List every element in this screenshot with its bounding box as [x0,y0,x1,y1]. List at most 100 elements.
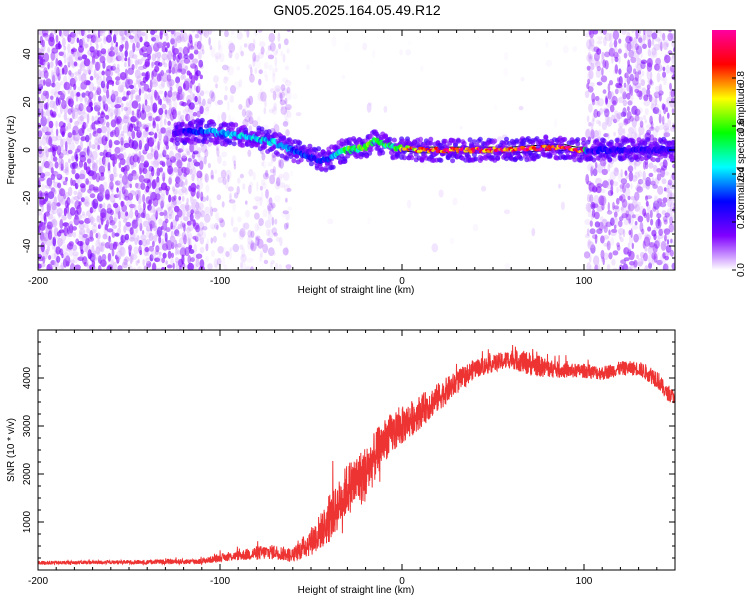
spectrogram-cell [129,227,134,235]
spectrogram-cell [89,46,95,53]
spectrogram-cell [53,189,57,195]
spectrogram-cell [101,95,107,105]
spectrogram-cell [157,57,161,62]
spectrogram-cell [175,226,179,231]
snr-x-tick-label: -100 [210,576,230,587]
spectrogram-cell [109,181,114,190]
spectrogram-cell [268,108,275,114]
spectrogram-cell [194,106,201,112]
spectrogram-cell [79,151,86,158]
spectrogram-cell [669,189,673,199]
spectrogram-cell [90,154,94,164]
spectrogram-cell [70,105,74,113]
spectrogram-cell [124,57,128,62]
spectrogram-cell [153,209,159,218]
spectrogram-cell [110,111,113,120]
spectrogram-cell [41,39,45,48]
spectrogram-cell [665,245,672,253]
spectrogram-cell [247,235,252,245]
spectrogram-cell [133,173,140,180]
spectrogram-cell [663,228,671,235]
spectrogram-cell [109,174,113,179]
spectrogram-cell [658,83,663,94]
spectrogram-cell [259,196,263,207]
spectrogram-cell [641,87,647,95]
spectrogram-cell [627,59,630,67]
spectrogram-cell [100,172,105,177]
spectrogram-cell [193,49,199,55]
spectrogram-cell [111,153,119,160]
spectrogram-cell [144,130,150,136]
spectrogram-cell [295,112,302,117]
spectrogram-cell [44,191,49,196]
spectrogram-cell [181,195,185,202]
spectrogram-cell [667,32,673,42]
spectrogram-cell [42,255,46,264]
spectrogram-cell [156,226,163,237]
spectrogram-cell [628,161,636,166]
spectrogram-cell [120,52,125,63]
spectrogram-cell [111,89,115,100]
spectrogram-cell [647,48,652,57]
spectrogram-cell [591,92,596,103]
spectrogram-cell [239,173,244,179]
spectrogram-cell [85,244,91,255]
spectrogram-cell [257,238,264,249]
spectrogram-cell [631,175,638,182]
spectrogram-cell [626,266,632,270]
spectrogram-cell [136,193,139,201]
spectrogram-cell [607,163,611,172]
spectrogram-cell [105,151,112,158]
spectrogram-cell [134,189,141,200]
spectrogram-cell [124,30,127,36]
spectrogram-cell [254,223,260,232]
spectrogram-cell [606,210,613,215]
spectrogram-cell [183,234,187,245]
spectrogram-cell [113,217,117,224]
spectrogram-cell [67,34,72,43]
ridge-halo-cell [308,161,314,167]
spectrogram-cell [217,246,224,254]
spectrogram-cell [141,46,147,53]
spectrogram-cell [230,216,234,227]
spectrogram-cell [273,232,278,237]
spectrogram-cell [121,204,128,212]
spectrogram-cell [626,92,631,100]
spectrogram-cell [634,159,641,167]
colorbar-tick-label: 0.0 [736,263,747,277]
spectrogram-cell [279,92,283,102]
spectrogram-cell [97,30,101,39]
spectrogram-cell [78,220,84,225]
spectrogram-cell [99,188,106,195]
spectrogram-cell [116,209,121,216]
spectrogram-cell [149,220,155,229]
spectrogram-cell [171,252,174,258]
spectrogram-cell [279,99,286,106]
spectrogram-cell [216,257,222,266]
spectrogram-cell [160,127,166,134]
spectrogram-cell [270,260,275,265]
spectrogram-cell [656,237,661,248]
spectrogram-cell [63,30,70,37]
spectrogram-cell [653,200,660,210]
spectrogram-cell [618,220,623,228]
spectrogram-cell [173,30,176,36]
spectrogram-cell [38,30,44,36]
spectrogram-cell [250,66,253,76]
spectrogram-cell [96,215,100,223]
spectrogram-cell [654,103,659,110]
spectrogram-cell [202,264,206,270]
spectrogram-cell [65,141,68,152]
spectrogram-cell [48,136,53,147]
ridge-halo-cell [455,138,461,144]
spectrogram-cell [86,259,89,268]
spectrogram-cell [168,103,172,111]
spectrogram-cell [168,194,172,203]
spectrogram-cell [129,237,135,242]
spectrogram-cell [438,189,444,198]
snr-x-tick-label: 0 [399,576,405,587]
spectrogram-cell [595,69,602,78]
spectrogram-cell [59,188,66,197]
spectrogram-cell [51,111,57,118]
spectrogram-cell [51,47,59,54]
